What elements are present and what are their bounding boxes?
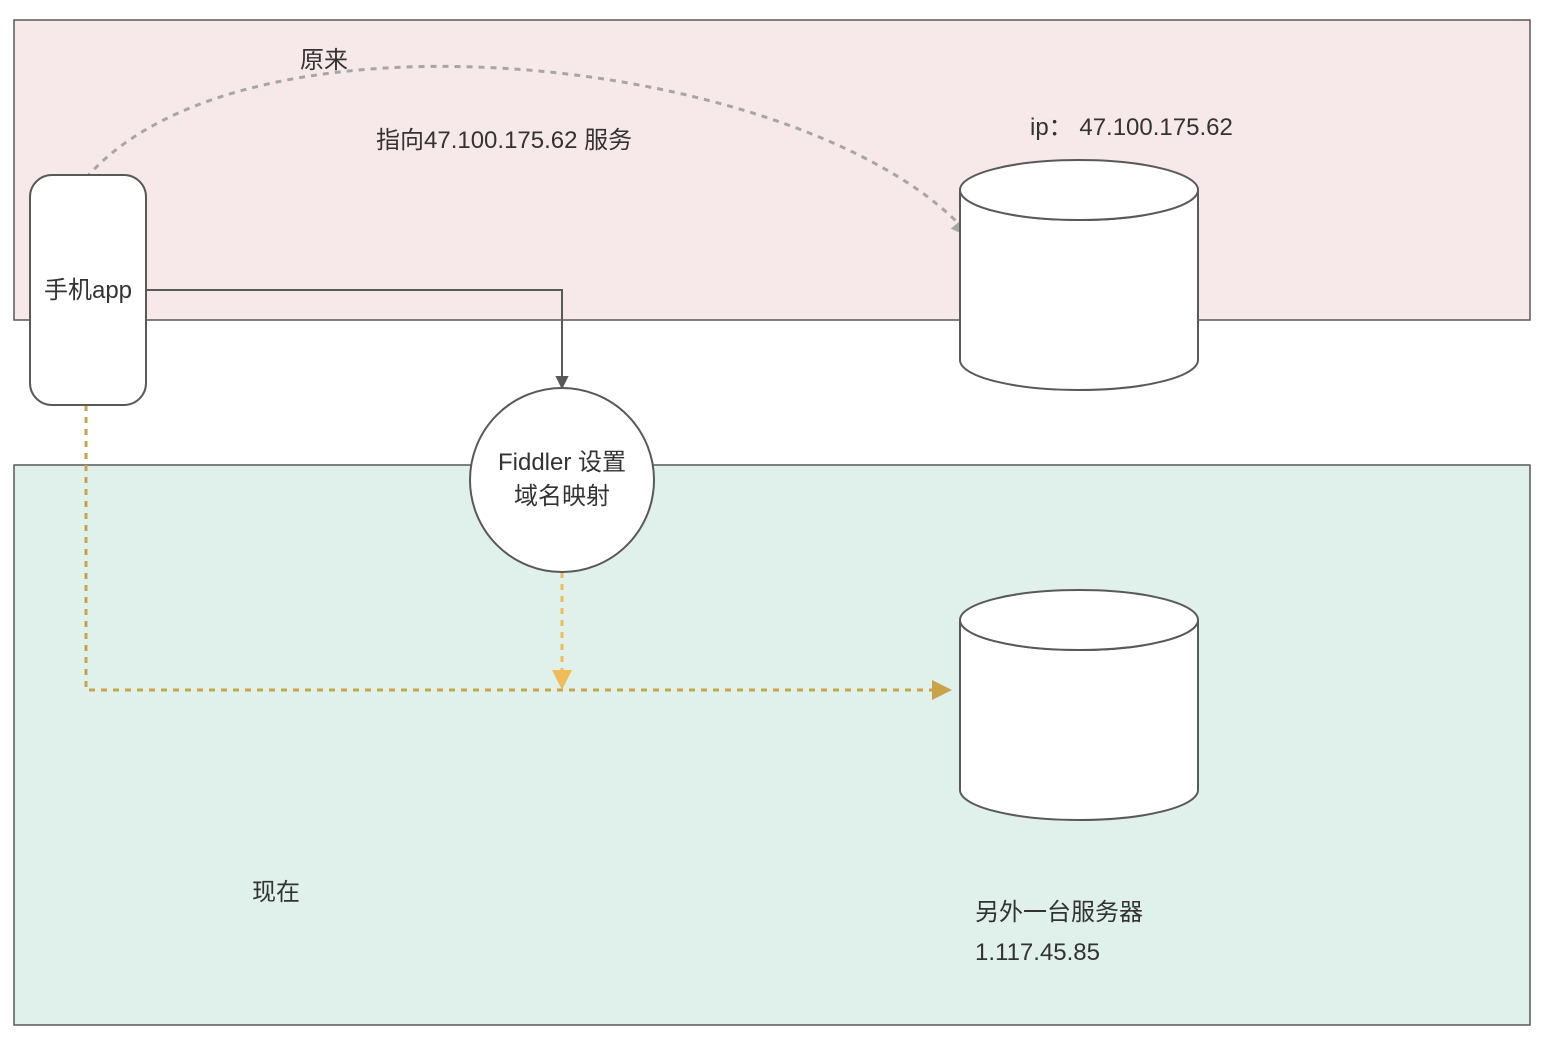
diagram-canvas: 原来 现在 指向47.100.175.62 服务 手机app Fiddler 设… bbox=[0, 0, 1544, 1043]
node-server2 bbox=[960, 590, 1198, 820]
edge-arc-label: 指向47.100.175.62 服务 bbox=[376, 127, 632, 154]
node-fiddler bbox=[470, 388, 654, 572]
node-server2-label-2: 1.117.45.85 bbox=[975, 939, 1100, 966]
node-phone-label: 手机app bbox=[44, 277, 132, 304]
node-fiddler-label-2: 域名映射 bbox=[514, 483, 610, 510]
node-server1-label: ip： 47.100.175.62 bbox=[1030, 114, 1233, 141]
region-now-label: 现在 bbox=[252, 879, 300, 906]
node-server2-label-1: 另外一台服务器 bbox=[975, 899, 1143, 926]
region-now bbox=[14, 465, 1530, 1025]
region-original bbox=[14, 20, 1530, 320]
node-fiddler-label-1: Fiddler 设置 bbox=[498, 449, 626, 476]
region-original-label: 原来 bbox=[300, 47, 348, 74]
node-server1 bbox=[960, 160, 1198, 390]
